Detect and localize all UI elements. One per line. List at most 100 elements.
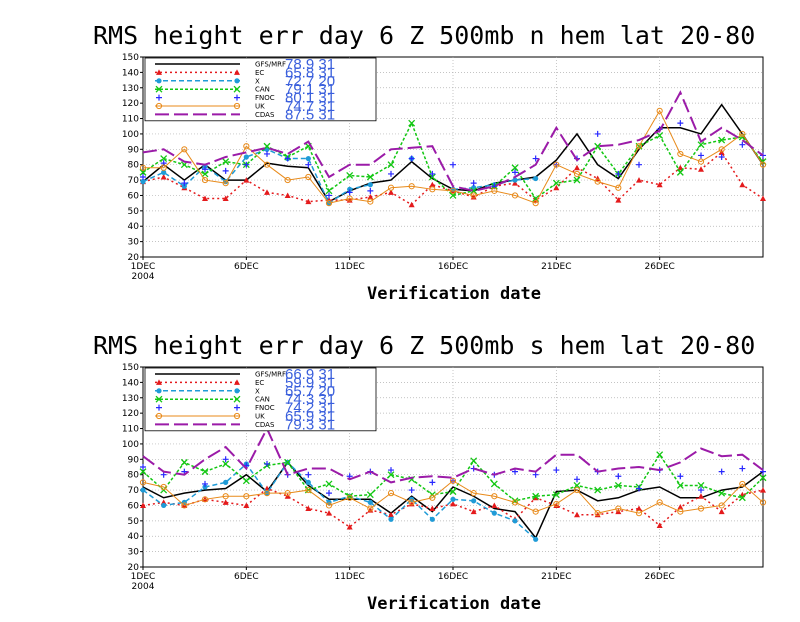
data-point	[284, 176, 291, 184]
legend-label: GFS/MRF	[255, 371, 286, 379]
data-point	[532, 195, 540, 202]
data-point	[594, 178, 601, 185]
y-tick-label: 20	[128, 563, 140, 573]
data-point	[325, 187, 333, 195]
data-point	[739, 181, 746, 188]
series-cdas	[142, 90, 764, 192]
data-point	[511, 192, 519, 199]
legend-stat: 80.1 31	[285, 90, 335, 107]
data-point	[180, 458, 188, 466]
y-tick-label: 30	[128, 238, 140, 248]
data-point	[470, 457, 478, 465]
data-point	[181, 146, 188, 153]
series-gfs-mrf	[142, 461, 764, 540]
data-point	[160, 483, 167, 491]
data-point	[264, 189, 270, 195]
chart-title: RMS height err day 6 Z 500mb n hem lat 2…	[93, 21, 755, 50]
data-point	[181, 502, 188, 509]
data-point	[408, 155, 415, 162]
data-point	[470, 187, 478, 195]
data-point	[759, 499, 767, 506]
legend-stat: 79.1 31	[285, 81, 335, 98]
y-tick-label: 100	[122, 130, 139, 140]
data-point	[201, 496, 209, 503]
data-point	[512, 180, 518, 186]
legend-stat: 59.9 31	[285, 374, 335, 391]
legend-label: CDAS	[255, 421, 275, 429]
data-point	[677, 508, 684, 515]
data-point	[223, 479, 229, 485]
data-point	[718, 154, 725, 160]
data-point	[139, 168, 147, 176]
y-tick-label: 150	[122, 363, 139, 373]
data-point	[243, 493, 250, 500]
y-tick-label: 110	[122, 115, 139, 125]
data-point	[739, 480, 746, 488]
data-point	[305, 198, 312, 205]
data-point	[573, 482, 581, 489]
x-axis-label: Verification date	[367, 594, 541, 614]
legend-label: FNOC	[255, 404, 275, 412]
data-point	[264, 460, 270, 467]
y-tick-label: 140	[122, 68, 139, 78]
data-point	[491, 510, 497, 516]
y-tick-label: 20	[128, 253, 140, 263]
data-point	[615, 184, 622, 191]
legend-label: CAN	[255, 396, 270, 404]
data-point	[222, 180, 229, 187]
legend-label: EC	[255, 69, 264, 77]
data-point	[574, 164, 580, 171]
data-point	[718, 508, 725, 515]
legend-marker	[155, 412, 163, 420]
data-point	[449, 187, 457, 194]
legend-marker	[233, 412, 241, 420]
legend-label: FNOC	[255, 94, 275, 102]
data-point	[140, 487, 146, 493]
data-point	[263, 142, 271, 150]
data-point	[532, 494, 539, 501]
x-tick-label: 21DEC	[541, 572, 571, 582]
legend-marker	[156, 388, 162, 394]
data-point	[491, 502, 498, 508]
legend-marker	[234, 379, 240, 385]
data-point	[326, 490, 332, 497]
legend-label: UK	[255, 103, 265, 111]
legend-label: GFS/MRF	[255, 61, 286, 69]
data-point	[408, 201, 415, 208]
data-point	[387, 161, 395, 169]
data-point	[450, 161, 456, 168]
data-point	[677, 504, 684, 510]
legend-stat: 74.2 31	[285, 400, 335, 417]
data-point	[367, 505, 374, 512]
data-point	[284, 458, 292, 466]
data-point	[656, 451, 664, 459]
data-point	[325, 200, 333, 207]
data-point	[532, 155, 539, 162]
data-point	[718, 136, 726, 144]
series-line	[143, 109, 764, 204]
y-tick-label: 50	[128, 517, 140, 527]
legend-stat: 78.9 31	[285, 56, 335, 73]
data-point	[346, 195, 353, 202]
data-point	[284, 490, 291, 497]
data-point	[718, 468, 725, 475]
series-line	[142, 480, 764, 514]
legend-marker	[156, 94, 162, 101]
data-point	[347, 186, 353, 192]
data-point	[450, 500, 456, 507]
data-point	[615, 473, 622, 480]
x-tick-label: 11DEC	[334, 572, 364, 582]
data-point	[697, 505, 705, 512]
y-tick-label: 80	[128, 161, 140, 171]
data-point	[573, 170, 581, 178]
series-line	[142, 148, 371, 205]
data-point	[739, 465, 746, 472]
data-point	[760, 487, 766, 493]
data-point	[491, 187, 498, 194]
legend-marker	[233, 395, 241, 403]
data-point	[449, 488, 457, 496]
data-point	[429, 494, 436, 501]
data-point	[284, 192, 291, 198]
data-point	[718, 146, 725, 153]
south-hemisphere-chart: RMS height err day 6 Z 500mb s hem lat 2…	[93, 331, 767, 614]
